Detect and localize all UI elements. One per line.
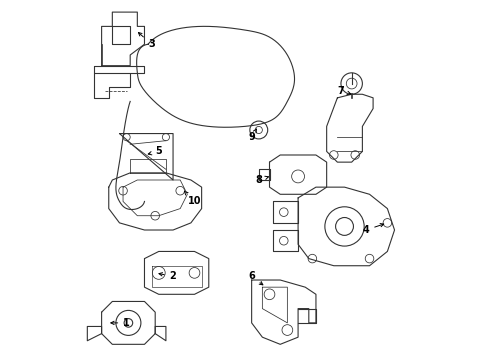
Text: 3: 3 [138,32,155,49]
Text: 2: 2 [159,271,176,282]
Text: 9: 9 [248,129,256,142]
Text: 6: 6 [248,271,263,285]
Text: 4: 4 [362,224,383,235]
Text: 1: 1 [111,318,130,328]
Text: 5: 5 [148,147,162,157]
Text: 10: 10 [184,192,201,206]
Text: 7: 7 [337,86,350,96]
Text: 8: 8 [255,175,268,185]
